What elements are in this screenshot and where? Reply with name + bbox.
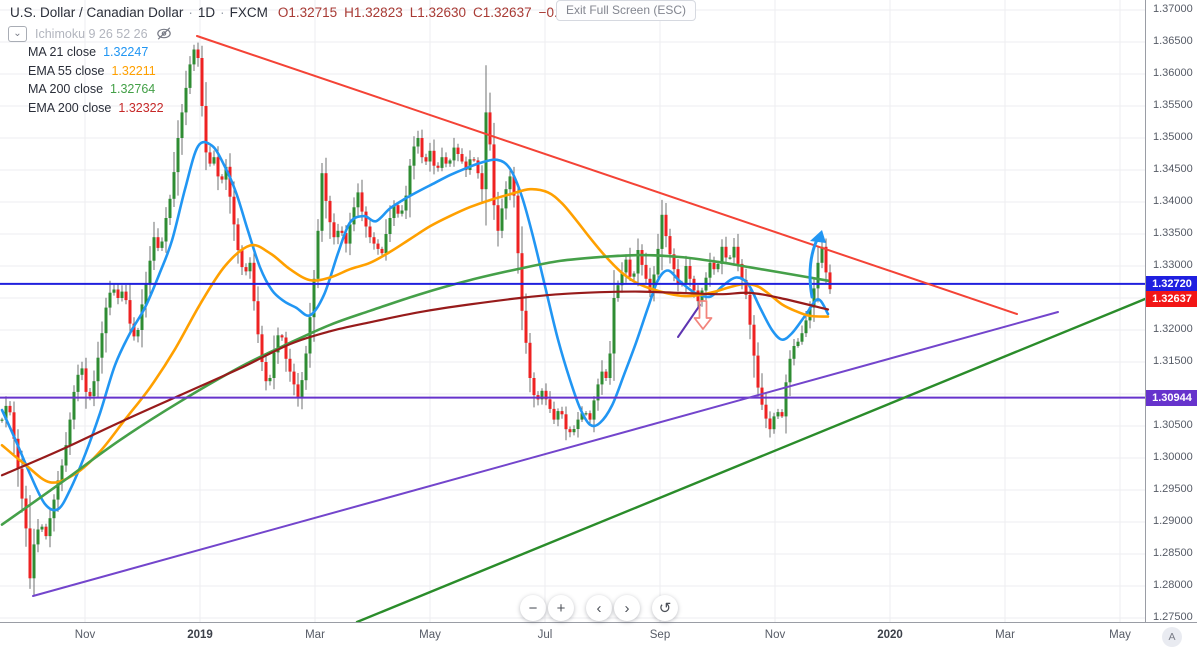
price-axis[interactable]: 1.37000 1.36500 1.36000 1.35500 1.35000 1.345… <box>1145 0 1197 623</box>
time-axis-label: Mar <box>305 629 325 641</box>
price-axis-label: 1.33000 <box>1153 259 1193 271</box>
time-axis-label: Mar <box>995 629 1015 641</box>
separator-dot: · <box>188 5 193 20</box>
interval-label[interactable]: 1D <box>197 5 216 20</box>
price-marker-label: 1.32637 <box>1146 291 1197 308</box>
time-axis-label: 2020 <box>877 629 903 641</box>
indicator-row[interactable]: EMA 200 close 1.32322 <box>8 99 172 118</box>
indicator-label: MA 200 close <box>28 82 104 97</box>
price-axis-label: 1.28000 <box>1153 579 1193 591</box>
indicator-label: MA 21 close <box>28 45 97 60</box>
ohlc-c: C1.32637 <box>473 5 532 20</box>
ascending-support-trendline-green[interactable] <box>355 297 1147 624</box>
exchange-label: FXCM <box>229 5 268 20</box>
time-axis[interactable]: Nov 2019 Mar May Jul Sep Nov 2020 Mar May <box>0 622 1197 653</box>
time-axis-label: May <box>1109 629 1131 641</box>
overlay-ema-55 <box>0 187 830 484</box>
price-axis-label: 1.32000 <box>1153 323 1193 335</box>
exit-fullscreen-tooltip: Exit Full Screen (ESC) <box>556 0 697 21</box>
time-axis-label: May <box>419 629 441 641</box>
time-axis-label: 2019 <box>187 629 213 641</box>
price-axis-label: 1.28500 <box>1153 547 1193 559</box>
candle-wicks <box>1 42 831 596</box>
short-purple-segment[interactable] <box>677 304 701 338</box>
indicator-row[interactable]: MA 21 close 1.32247 <box>8 43 172 62</box>
indicator-label: EMA 55 close <box>28 63 105 78</box>
ohlc-l: L1.32630 <box>409 5 467 20</box>
zoom-out-button[interactable]: − <box>520 595 546 621</box>
price-axis-label: 1.33500 <box>1153 227 1193 239</box>
overlay-ma-200 <box>0 253 830 526</box>
ichimoku-row: ⌄ Ichimoku 9 26 52 26 <box>8 24 172 43</box>
price-axis-label: 1.29500 <box>1153 483 1193 495</box>
scroll-right-button[interactable]: › <box>614 595 640 621</box>
grid-lines <box>0 0 1145 622</box>
axis-ticks <box>84 9 1150 627</box>
indicator-value: 1.32247 <box>103 45 149 60</box>
price-axis-label: 1.37000 <box>1153 3 1193 15</box>
overlay-ema-200 <box>0 290 830 477</box>
indicator-value: 1.32764 <box>110 82 156 97</box>
eye-hidden-icon[interactable] <box>156 26 172 41</box>
ohlc-o: O1.32715 <box>277 5 338 20</box>
time-axis-label: Sep <box>649 629 671 641</box>
indicator-label: EMA 200 close <box>28 100 112 115</box>
legend-collapse-button[interactable]: ⌄ <box>8 25 27 42</box>
symbol-title[interactable]: U.S. Dollar / Canadian Dollar <box>10 5 184 20</box>
time-axis-label: Nov <box>74 629 96 641</box>
price-axis-label: 1.34000 <box>1153 195 1193 207</box>
ascending-support-trendline-purple[interactable] <box>32 311 1059 597</box>
price-marker-label: 1.32720 <box>1146 275 1197 292</box>
indicator-value: 1.32322 <box>118 100 164 115</box>
zoom-in-button[interactable]: + <box>548 595 574 621</box>
blue-up-arrow[interactable] <box>808 230 826 299</box>
price-axis-label: 1.30500 <box>1153 419 1193 431</box>
price-axis-label: 1.31500 <box>1153 355 1193 367</box>
salmon-down-arrow[interactable] <box>693 300 713 330</box>
indicator-legend: ⌄ Ichimoku 9 26 52 26 MA 21 close 1.32247… <box>8 24 172 117</box>
ichimoku-label[interactable]: Ichimoku 9 26 52 26 <box>35 26 148 41</box>
price-axis-label: 1.29000 <box>1153 515 1193 527</box>
indicator-row[interactable]: EMA 55 close 1.32211 <box>8 62 172 81</box>
price-marker-label: 1.30944 <box>1146 389 1197 406</box>
ohlc-values: O1.32715 H1.32823 L1.32630 C1.32637 <box>278 5 539 20</box>
scroll-left-button[interactable]: ‹ <box>586 595 612 621</box>
indicator-row[interactable]: MA 200 close 1.32764 <box>8 80 172 99</box>
ohlc-h: H1.32823 <box>344 5 403 20</box>
descending-resistance-trendline[interactable] <box>196 35 1018 315</box>
price-axis-label: 1.35000 <box>1153 131 1193 143</box>
indicator-value: 1.32211 <box>111 63 156 78</box>
price-axis-label: 1.36000 <box>1153 67 1193 79</box>
reset-chart-button[interactable]: ↺ <box>652 595 678 621</box>
time-axis-label: Jul <box>537 629 553 641</box>
time-axis-label: Nov <box>764 629 786 641</box>
price-axis-label: 1.36500 <box>1153 35 1193 47</box>
price-axis-label: 1.27500 <box>1153 611 1193 623</box>
separator-dot: · <box>220 5 225 20</box>
price-axis-label: 1.35500 <box>1153 99 1193 111</box>
price-axis-label: 1.34500 <box>1153 163 1193 175</box>
price-axis-label: 1.30000 <box>1153 451 1193 463</box>
chevron-down-icon: ⌄ <box>13 27 22 39</box>
candle-bodies <box>0 49 832 579</box>
axis-settings-button[interactable]: A <box>1162 627 1182 647</box>
